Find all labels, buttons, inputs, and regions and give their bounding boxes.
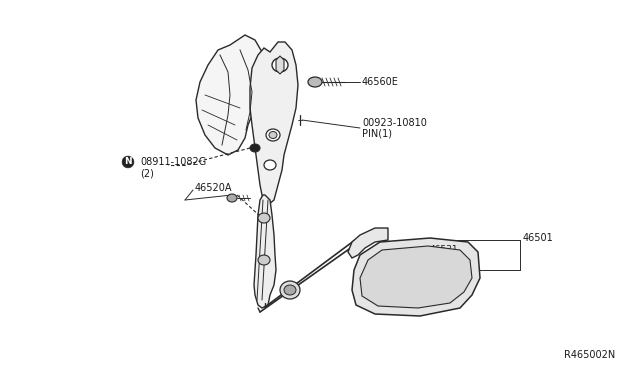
Text: 00923-10810: 00923-10810 [362, 118, 427, 128]
Polygon shape [254, 195, 276, 308]
Text: 46560E: 46560E [362, 77, 399, 87]
Ellipse shape [250, 144, 260, 152]
Ellipse shape [258, 213, 270, 223]
Ellipse shape [272, 58, 288, 72]
Ellipse shape [308, 77, 322, 87]
Text: R465002N: R465002N [564, 350, 615, 360]
Ellipse shape [266, 129, 280, 141]
Text: N: N [124, 157, 132, 167]
Text: 46501: 46501 [523, 233, 554, 243]
Polygon shape [348, 228, 388, 258]
Polygon shape [276, 56, 284, 74]
Polygon shape [250, 42, 298, 205]
Text: 08911-1082G: 08911-1082G [140, 157, 206, 167]
Ellipse shape [280, 281, 300, 299]
Polygon shape [196, 35, 272, 155]
Text: (2): (2) [140, 169, 154, 179]
Polygon shape [360, 246, 472, 308]
Text: 46531: 46531 [430, 246, 459, 254]
Ellipse shape [284, 285, 296, 295]
Ellipse shape [264, 160, 276, 170]
Ellipse shape [227, 194, 237, 202]
Ellipse shape [258, 255, 270, 265]
Ellipse shape [269, 131, 277, 138]
Text: PIN(1): PIN(1) [362, 128, 392, 138]
Text: 46520A: 46520A [195, 183, 232, 193]
Polygon shape [352, 238, 480, 316]
